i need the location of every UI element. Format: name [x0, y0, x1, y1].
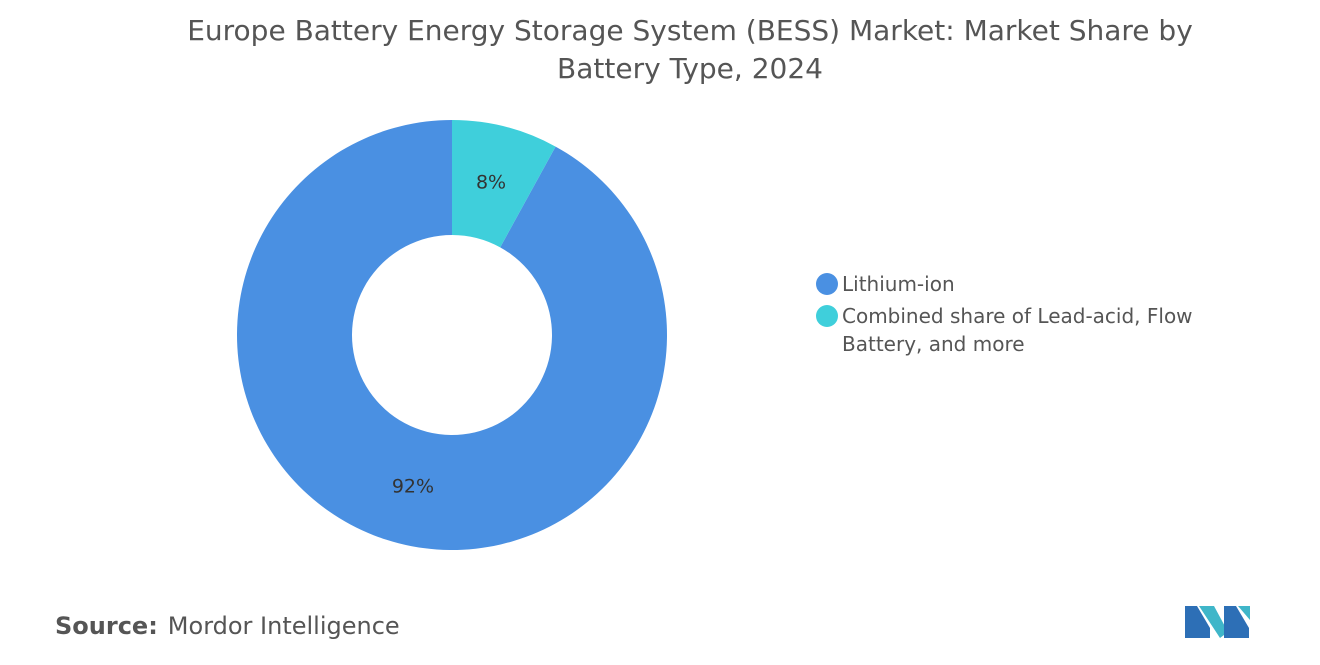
legend-label: Lithium-ion: [842, 272, 955, 296]
data-label: 92%: [392, 476, 434, 498]
donut-slice: [452, 120, 556, 248]
legend-label: Combined share of Lead-acid, Flow Batter…: [842, 304, 1193, 356]
legend-swatch: [816, 305, 838, 327]
legend-item: Combined share of Lead-acid, Flow Batter…: [816, 302, 1242, 358]
legend-swatch: [816, 273, 838, 295]
source-label: Source:: [55, 612, 158, 640]
source: Source: Mordor Intelligence: [55, 612, 400, 640]
legend-item: Lithium-ion: [816, 270, 1242, 298]
source-text: Mordor Intelligence: [167, 612, 400, 640]
chart-title: Europe Battery Energy Storage System (BE…: [187, 14, 1193, 85]
donut-slice: [236, 120, 667, 550]
data-label: 8%: [476, 171, 506, 193]
logo: [1185, 606, 1250, 638]
